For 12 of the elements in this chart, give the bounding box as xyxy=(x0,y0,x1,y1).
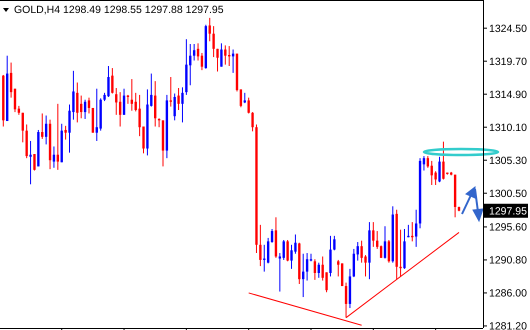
y-tick-label: 1305.30 xyxy=(489,154,528,167)
y-tick-label: 1281.20 xyxy=(489,320,528,330)
y-tick-label: 1314.90 xyxy=(489,88,528,101)
y-tick-label: 1319.70 xyxy=(489,56,528,68)
y-tick-label: 1324.50 xyxy=(489,22,528,35)
y-tick-label: 1290.80 xyxy=(489,254,528,267)
chart-title: GOLD,H4 1298.49 1298.55 1297.88 1297.95 xyxy=(14,4,224,16)
y-tick-label: 1295.60 xyxy=(489,222,528,234)
text: 1297.95 xyxy=(489,205,528,218)
y-tick-label: 1300.50 xyxy=(489,188,528,200)
y-tick-label: 1310.10 xyxy=(489,122,528,134)
y-tick-label: 1286.00 xyxy=(489,288,528,300)
